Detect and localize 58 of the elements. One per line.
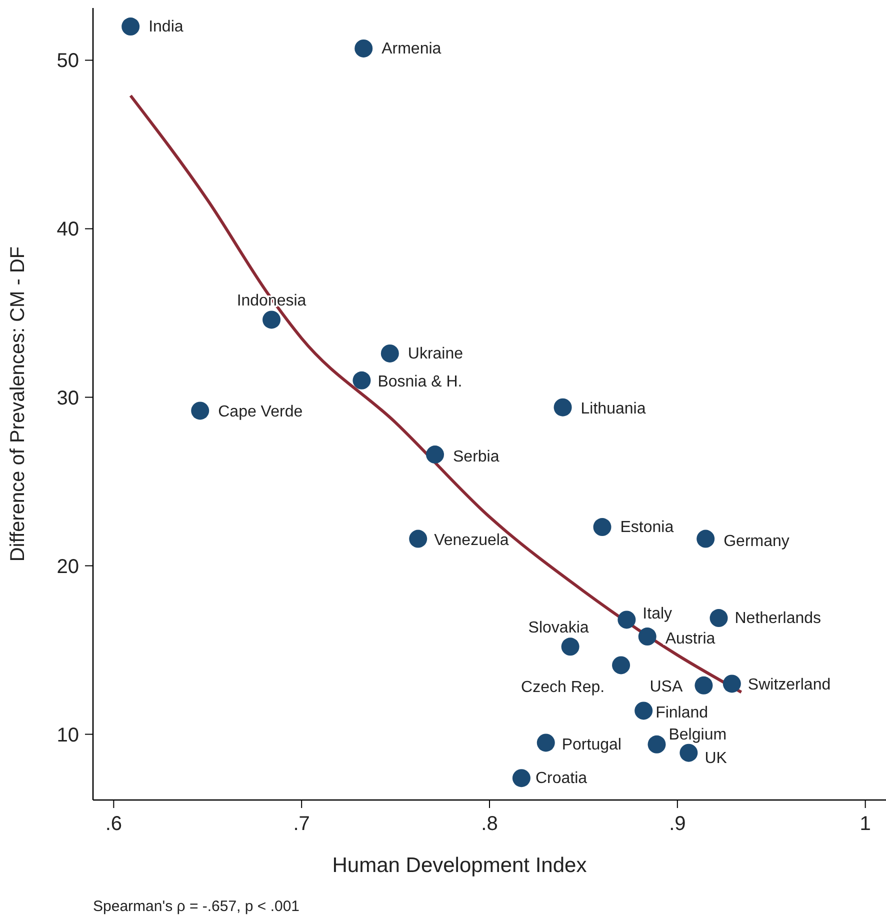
x-tick-label: .9 xyxy=(669,813,686,835)
point xyxy=(554,398,572,416)
point xyxy=(191,402,210,420)
point xyxy=(536,734,555,752)
data-label: Belgium xyxy=(668,726,727,744)
point xyxy=(380,344,399,362)
y-tick-label: 10 xyxy=(56,724,79,746)
x-tick-label: .7 xyxy=(293,813,310,835)
y-tick-label: 40 xyxy=(56,218,79,241)
data-label: Bosnia & H. xyxy=(378,373,462,390)
data-label: Serbia xyxy=(453,448,500,466)
point xyxy=(680,744,698,762)
point xyxy=(352,371,371,390)
point xyxy=(618,610,636,629)
data-label: USA xyxy=(650,678,683,696)
data-label: Netherlands xyxy=(734,610,822,628)
data-label: Croatia xyxy=(535,770,588,788)
y-axis-title: Difference of Prevalences: CM - DF xyxy=(7,246,29,562)
x-tick-label: 1 xyxy=(860,813,871,835)
data-label: Italy xyxy=(642,606,672,623)
data-label: Finland xyxy=(656,704,708,722)
point xyxy=(426,446,444,464)
x-axis-title: Human Development Index xyxy=(332,854,588,877)
text: Spearman's ρ = -.657, p < .001 xyxy=(93,898,300,915)
point xyxy=(122,18,140,36)
y-tick-label: 30 xyxy=(56,387,79,410)
data-label: Armenia xyxy=(382,40,442,58)
x-tick-label: .8 xyxy=(481,813,498,835)
data-label: Cape Verde xyxy=(218,404,303,421)
data-label: Venezuela xyxy=(434,532,509,549)
point xyxy=(593,518,612,536)
point xyxy=(354,39,373,58)
point xyxy=(694,676,713,694)
data-label: Germany xyxy=(724,532,790,550)
x-tick-label: .6 xyxy=(105,813,122,835)
point xyxy=(696,530,715,548)
data-label: Estonia xyxy=(620,519,674,536)
point xyxy=(612,656,630,674)
point xyxy=(634,702,653,720)
point xyxy=(561,638,580,656)
data-label: Portugal xyxy=(562,736,622,754)
y-tick-label: 20 xyxy=(56,556,79,578)
point xyxy=(409,530,428,548)
point xyxy=(710,609,728,628)
y-tick-label: 50 xyxy=(56,50,79,72)
data-label: Lithuania xyxy=(580,400,646,418)
point xyxy=(262,310,281,329)
data-label: Austria xyxy=(665,630,716,648)
point xyxy=(512,769,530,788)
data-label: Switzerland xyxy=(748,676,831,694)
data-label: India xyxy=(148,18,184,36)
data-label: Czech Rep. xyxy=(521,679,605,696)
point xyxy=(722,674,741,693)
data-label: Slovakia xyxy=(528,620,589,637)
data-label: UK xyxy=(704,750,728,767)
point xyxy=(648,735,666,754)
data-label: Ukraine xyxy=(408,345,464,362)
point xyxy=(638,628,656,646)
